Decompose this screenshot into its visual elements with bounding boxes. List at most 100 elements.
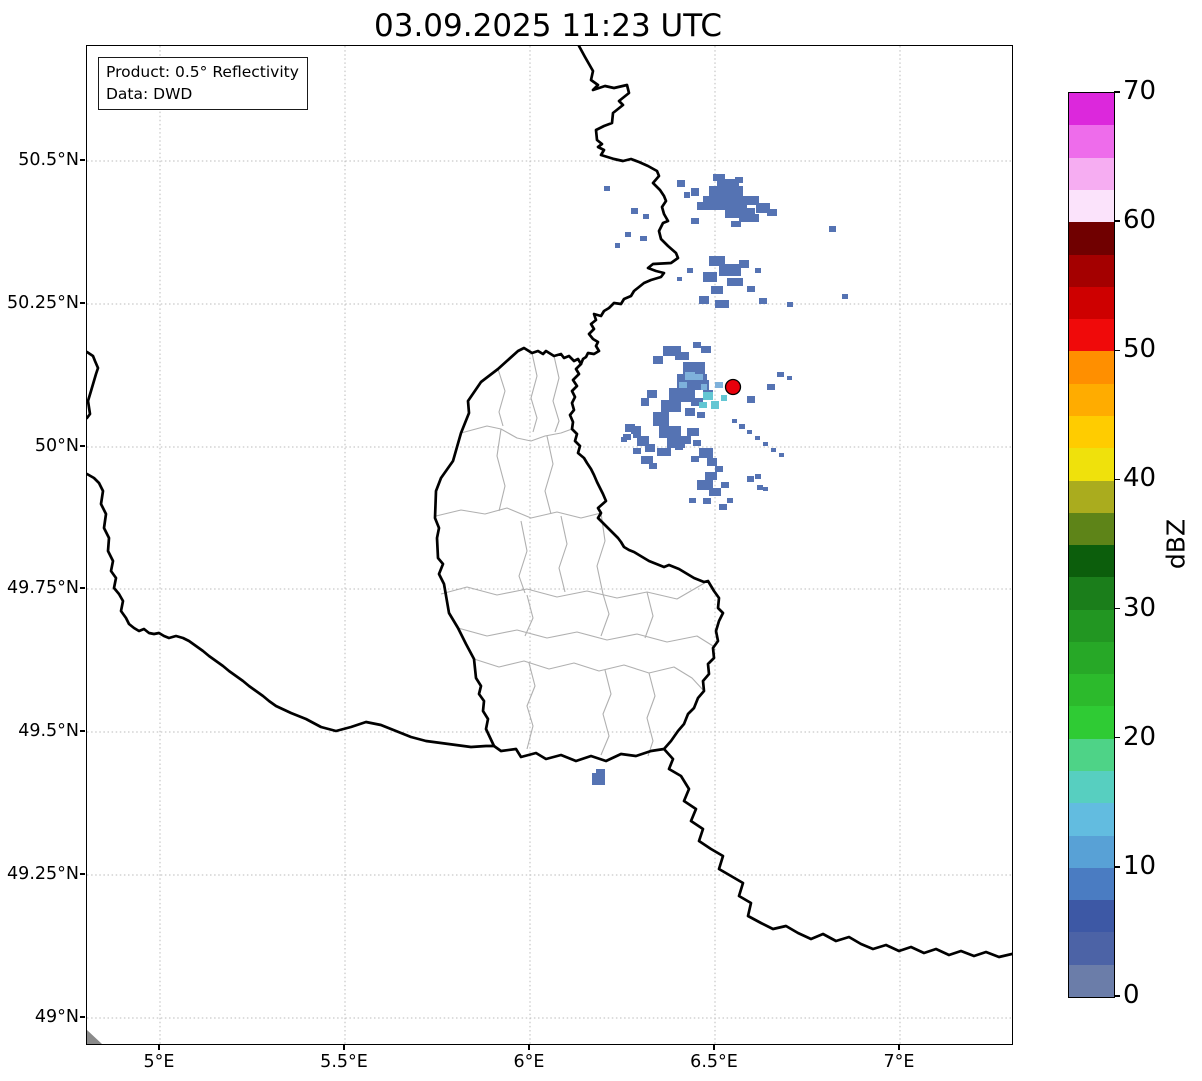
y-tick-mark	[80, 302, 85, 304]
colorbar-segment	[1069, 125, 1114, 158]
radar-echo-cell	[633, 448, 641, 454]
radar-echo-cell	[649, 463, 657, 469]
radar-echo-cell	[787, 302, 793, 307]
colorbar-tick-mark	[1114, 866, 1120, 868]
colorbar-tick-mark	[1114, 737, 1120, 739]
x-tick-label: 6.5°E	[690, 1052, 738, 1072]
colorbar-segment	[1069, 900, 1114, 933]
canton-border	[644, 591, 654, 639]
radar-echo-cell	[747, 196, 759, 205]
radar-echo-cell	[596, 769, 605, 778]
radar-echo-cell	[663, 346, 681, 356]
radar-echo-cell	[659, 426, 681, 438]
radar-echo-cell	[763, 442, 768, 446]
y-tick-label: 49.75°N	[7, 578, 79, 598]
radar-echo-cell	[747, 430, 752, 434]
radar-echo-cell	[685, 408, 695, 416]
border-france-belgium-upper	[87, 350, 100, 420]
radar-echo-cell	[705, 472, 717, 480]
canton-border	[440, 580, 709, 600]
colorbar-segment	[1069, 545, 1114, 578]
radar-echo-cell	[675, 444, 683, 450]
radar-echo-cell	[829, 226, 836, 232]
radar-echo-cell	[727, 498, 733, 503]
x-tick-label: 6°E	[513, 1052, 545, 1072]
radar-echo-cell	[637, 436, 649, 446]
canton-border	[435, 507, 602, 519]
x-tick-label: 5.5°E	[320, 1052, 368, 1072]
radar-echo-cell	[699, 402, 707, 408]
colorbar-tick-label: 30	[1123, 592, 1157, 623]
radar-echo-cell	[721, 482, 729, 488]
colorbar-segment	[1069, 480, 1114, 513]
colorbar-segment	[1069, 835, 1114, 868]
product-line: Product: 0.5° Reflectivity	[106, 63, 299, 81]
radar-echo-cell	[747, 476, 754, 482]
colorbar-segment	[1069, 674, 1114, 707]
radar-echo-cell	[697, 202, 707, 210]
radar-echo-cell	[633, 432, 641, 438]
radar-echo-cell	[755, 268, 761, 273]
canton-border	[524, 594, 534, 637]
radar-echo-cell	[641, 456, 653, 464]
y-tick-mark	[80, 445, 85, 447]
radar-echo-cell	[721, 395, 727, 401]
radar-echo-cell	[691, 218, 699, 224]
radar-echo-cell	[709, 488, 721, 496]
canton-border	[544, 435, 554, 515]
colorbar-tick-mark	[1114, 478, 1120, 481]
colorbar-segment	[1069, 254, 1114, 287]
colorbar	[1068, 92, 1115, 998]
y-tick-label: 50°N	[34, 436, 79, 456]
radar-echo-cell	[643, 214, 649, 219]
radar-echo-cell	[755, 474, 761, 479]
canton-border	[646, 672, 656, 757]
map-plot-area[interactable]: Product: 0.5° Reflectivity Data: DWD	[86, 45, 1013, 1045]
y-tick-label: 49°N	[34, 1007, 79, 1027]
y-tick-label: 49.25°N	[7, 864, 79, 884]
colorbar-tick-label: 60	[1123, 204, 1157, 235]
y-tick-mark	[80, 159, 85, 161]
radar-echo-cell	[640, 236, 647, 241]
radar-echo-cell	[701, 384, 707, 390]
x-tick-mark	[898, 1045, 900, 1050]
canton-border	[526, 662, 536, 750]
canton-border	[473, 658, 705, 692]
canton-border	[457, 627, 714, 647]
border-germany-belgium	[577, 46, 680, 366]
data-source-line: Data: DWD	[106, 85, 193, 103]
radar-echo-cell	[756, 203, 770, 213]
radar-echo-cell	[703, 272, 717, 282]
figure-title: 03.09.2025 11:23 UTC	[374, 8, 722, 44]
colorbar-segment	[1069, 641, 1114, 675]
colorbar-segment	[1069, 286, 1114, 320]
colorbar-segment	[1069, 157, 1114, 190]
colorbar-segment	[1069, 964, 1114, 997]
border-france-belgium	[87, 472, 496, 749]
colorbar-tick-mark	[1114, 220, 1120, 222]
radar-echo-cell	[677, 277, 682, 281]
radar-echo-cell	[755, 436, 760, 440]
radar-echo-cell	[739, 424, 745, 429]
radar-echo-cell	[669, 388, 695, 402]
canton-border	[600, 669, 612, 756]
colorbar-segment	[1069, 867, 1114, 901]
radar-echo-cell	[777, 372, 784, 377]
map-canvas	[87, 46, 1012, 1044]
corner-wedge	[87, 1030, 102, 1044]
radar-echo-cell	[699, 448, 713, 458]
radar-echo-cell	[703, 196, 747, 210]
radar-echo-cell	[719, 504, 727, 510]
colorbar-segment	[1069, 415, 1114, 449]
radar-echo-cell	[727, 278, 743, 286]
radar-echo-cell	[689, 498, 696, 503]
colorbar-segment	[1069, 771, 1114, 804]
colorbar-tick-label: 50	[1123, 334, 1157, 365]
y-tick-label: 50.5°N	[18, 150, 79, 170]
radar-echo-cell	[715, 382, 723, 388]
canton-border	[596, 512, 606, 595]
radar-echo-cell	[713, 174, 725, 181]
radar-echo-cell	[771, 448, 776, 452]
x-tick-mark	[343, 1045, 345, 1050]
radar-site-marker	[724, 378, 742, 396]
